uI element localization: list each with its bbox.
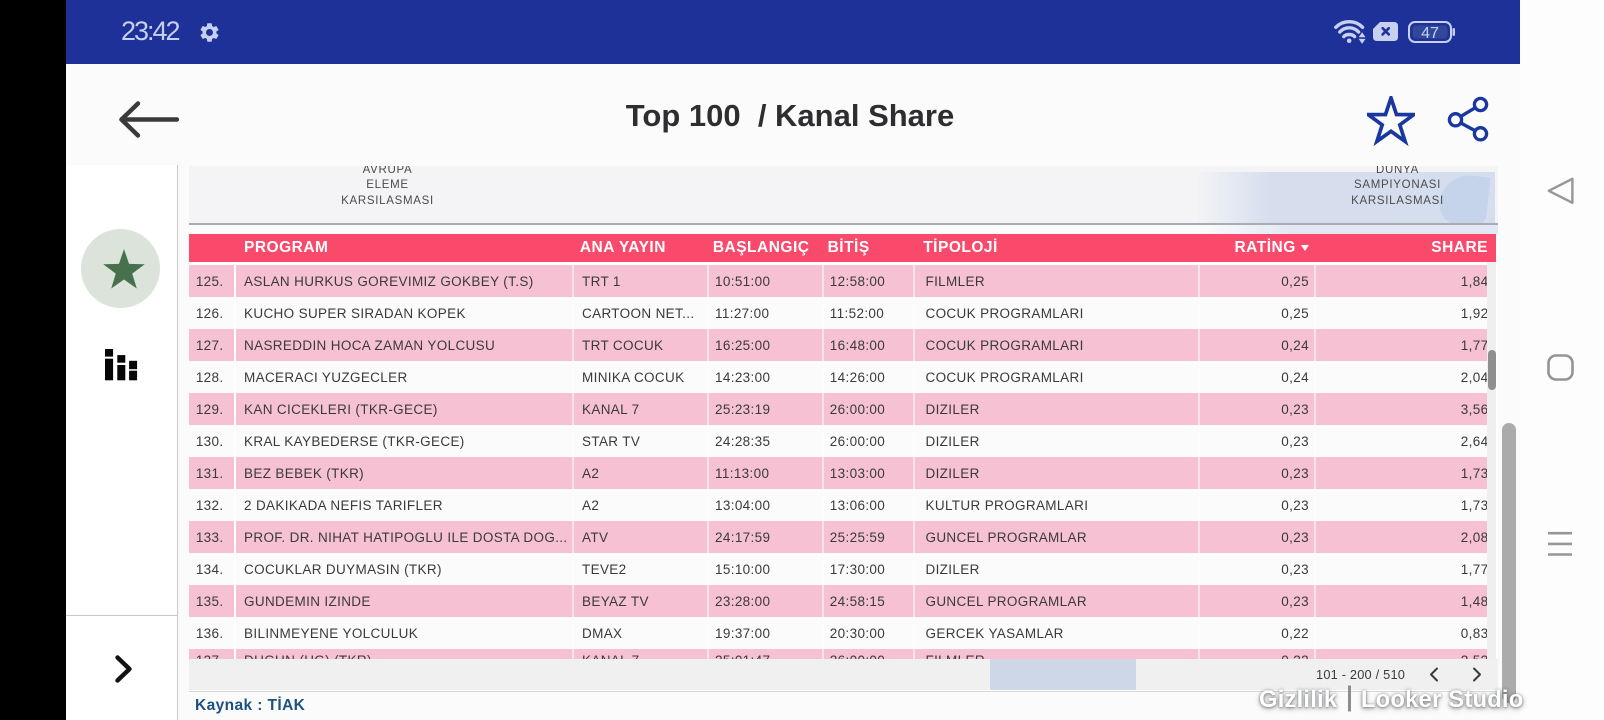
svg-text:47: 47 (1421, 25, 1439, 42)
